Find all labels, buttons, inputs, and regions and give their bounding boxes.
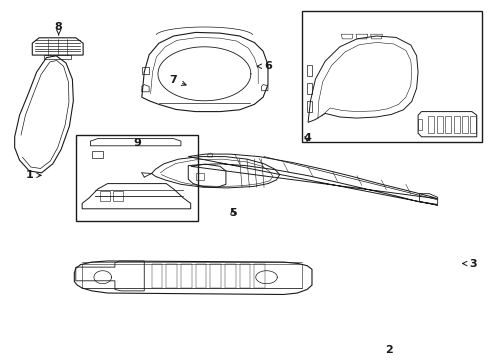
Bar	[76, 135, 198, 221]
Text: 4: 4	[303, 132, 310, 143]
Text: 3: 3	[462, 258, 476, 269]
Bar	[302, 11, 481, 142]
Text: 6: 6	[257, 61, 271, 71]
Text: 9: 9	[133, 138, 141, 148]
Text: 5: 5	[228, 208, 236, 218]
Text: 7: 7	[169, 75, 186, 85]
Text: 8: 8	[55, 22, 62, 35]
Text: 1: 1	[25, 170, 41, 180]
Text: 2: 2	[384, 345, 392, 355]
